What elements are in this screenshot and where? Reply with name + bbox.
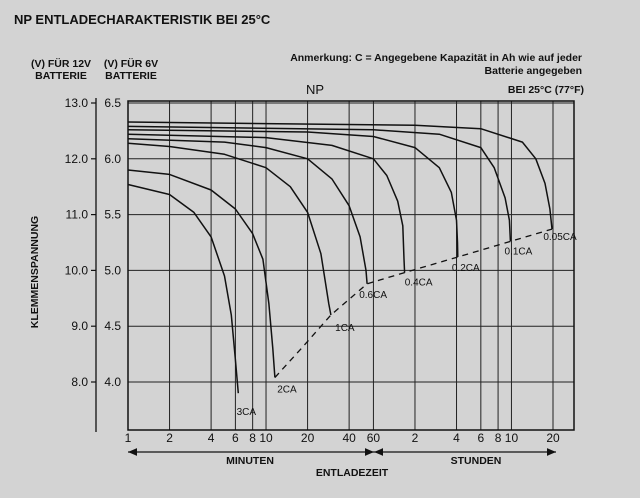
curve-label-02CA: 0.2CA — [452, 263, 480, 274]
y-tick-6v-0: 6.5 — [104, 96, 121, 110]
y-tick-6v-2: 5.5 — [104, 208, 121, 222]
temperature-condition: BEI 25°C (77°F) — [507, 84, 584, 96]
curve-label-01CA: 0.1CA — [505, 246, 533, 257]
cutoff-curve — [274, 228, 553, 378]
x-tick-10: 4 — [453, 431, 460, 445]
y12-header-line2: BATTERIE — [35, 70, 87, 82]
x-tick-4: 8 — [249, 431, 256, 445]
curve-01CA-line — [127, 125, 512, 242]
y-tick-6v-5: 4.0 — [104, 375, 121, 389]
curve-label-04CA: 0.4CA — [405, 278, 433, 289]
cutoff-dashed-line — [274, 228, 553, 378]
capacity-note: Anmerkung: C = Angegebene Kapazität in A… — [290, 52, 582, 77]
y-tick-12v-1: 12.0 — [65, 152, 89, 166]
x-tick-8: 60 — [367, 431, 381, 445]
x-tick-7: 40 — [342, 431, 356, 445]
x-tick-12: 8 — [495, 431, 502, 445]
curve-06CA-line — [127, 137, 368, 284]
x-tick-2: 4 — [208, 431, 215, 445]
y-tick-12v-3: 10.0 — [65, 263, 89, 277]
curve-labels: 3CA 2CA 1CA 0.6CA 0.4CA 0.2CA 0.1CA 0.05CA — [237, 232, 577, 418]
y12-axis-header: (V) FÜR 12V BATTERIE — [26, 58, 96, 82]
curve-label-1CA: 1CA — [335, 323, 355, 334]
y-axis-12v-ticks: 13.0 12.0 11.0 10.0 9.0 8.0 — [65, 96, 97, 432]
x-tick-1: 2 — [166, 431, 173, 445]
x-tick-13: 10 — [505, 431, 519, 445]
y6-axis-header: (V) FÜR 6V BATTERIE — [96, 58, 166, 82]
y-axis-6v-ticks: 6.5 6.0 5.5 5.0 4.5 4.0 — [104, 96, 121, 389]
x-tick-11: 6 — [477, 431, 484, 445]
curve-label-005CA: 0.05CA — [543, 232, 577, 243]
y-tick-12v-4: 9.0 — [71, 319, 88, 333]
curve-label-2CA: 2CA — [277, 385, 297, 396]
chart-title: NP ENTLADECHARAKTERISTIK BEI 25°C — [14, 12, 271, 27]
x-tick-0: 1 — [125, 431, 132, 445]
discharge-curves — [127, 121, 553, 394]
curve-label-3CA: 3CA — [237, 407, 257, 418]
y6-header-line2: BATTERIE — [105, 70, 157, 82]
y-tick-6v-3: 5.0 — [104, 263, 121, 277]
curve-3CA-line — [127, 183, 240, 394]
curve-04CA-line — [127, 133, 406, 273]
minutes-label: MINUTEN — [226, 455, 274, 467]
y-tick-6v-1: 6.0 — [104, 152, 121, 166]
chart-subtitle: NP — [306, 82, 324, 97]
y-tick-12v-0: 13.0 — [65, 96, 89, 110]
y6-header-line1: (V) FÜR 6V — [103, 58, 159, 70]
curve-label-06CA: 0.6CA — [359, 290, 387, 301]
plot-frame — [127, 100, 575, 431]
x-tick-5: 10 — [259, 431, 273, 445]
curve-1CA-line — [127, 142, 332, 316]
x-tick-3: 6 — [232, 431, 239, 445]
x-tick-14: 20 — [546, 431, 560, 445]
x-axis-ticks: 1 2 4 6 8 10 20 40 60 2 4 6 8 10 20 — [125, 431, 560, 445]
curve-02CA-line — [127, 129, 459, 258]
y12-header-line1: (V) FÜR 12V — [30, 58, 92, 70]
x-tick-9: 2 — [412, 431, 419, 445]
y-axis-label: KLEMMENSPANNUNG — [29, 216, 41, 328]
y-tick-6v-4: 4.5 — [104, 319, 121, 333]
y-tick-12v-5: 8.0 — [71, 375, 88, 389]
y-tick-12v-2: 11.0 — [66, 208, 89, 222]
curve-005CA-line — [127, 121, 553, 230]
x-axis-label: ENTLADEZEIT — [316, 467, 389, 479]
x-tick-6: 20 — [301, 431, 315, 445]
curve-2CA-line — [127, 169, 276, 378]
hours-label: STUNDEN — [451, 455, 502, 467]
